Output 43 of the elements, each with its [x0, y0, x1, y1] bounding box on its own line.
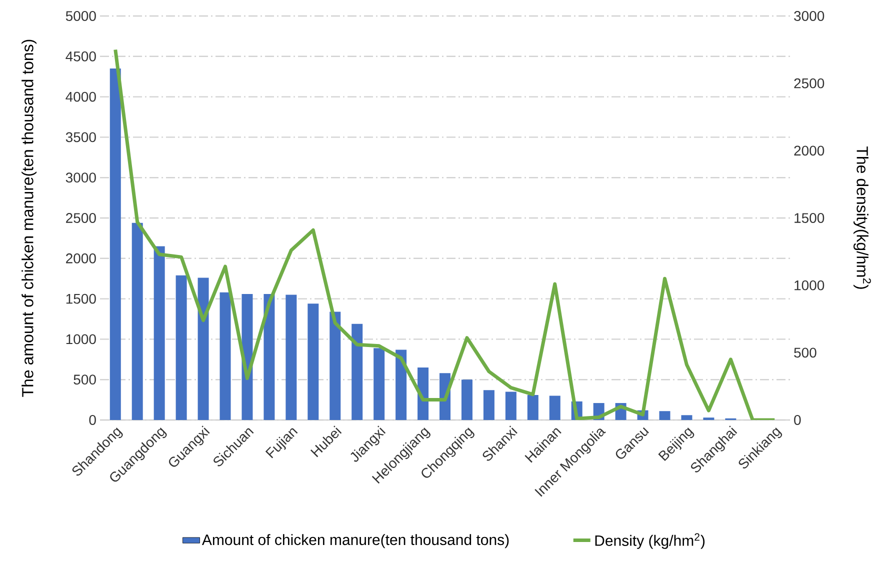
y2-tick-label: 0 — [794, 415, 801, 425]
bar — [374, 348, 385, 420]
y2-tick-label: 1000 — [794, 280, 824, 290]
y-tick-label: 0 — [89, 415, 96, 425]
bar — [352, 324, 363, 420]
bar — [505, 392, 516, 420]
bar — [330, 312, 341, 420]
y-tick-label: 2000 — [66, 253, 96, 264]
y-tick-label: 1500 — [66, 294, 96, 304]
legend-label: Density (kg/hm$^{2}$) — [595, 533, 705, 549]
y-tick-label: 4500 — [66, 51, 96, 62]
y2-tick-label: 2000 — [794, 146, 824, 156]
y-axis-title: The amount of chicken manure(ten thousand tons) — [22, 40, 36, 397]
y-tick-label: 4000 — [66, 92, 96, 102]
y-tick-label: 3000 — [66, 172, 96, 183]
y2-tick-label: 2500 — [794, 78, 824, 88]
bar — [286, 294, 297, 420]
bar — [396, 350, 407, 420]
legend-label: Amount of chicken manure(ten thousand tons) — [202, 534, 509, 548]
bar — [461, 380, 472, 420]
bar — [220, 292, 231, 420]
bar — [264, 294, 275, 420]
y2-tick-label: 3000 — [794, 11, 824, 21]
bar — [110, 68, 121, 420]
line-series — [114, 48, 776, 420]
bar — [527, 394, 538, 420]
bar — [549, 396, 560, 420]
bar — [659, 411, 670, 420]
bar — [483, 390, 494, 420]
bar — [176, 275, 187, 420]
y-tick-label: 5000 — [66, 11, 96, 21]
bar — [154, 246, 165, 420]
y-tick-label: 500 — [74, 374, 96, 385]
bar — [308, 304, 319, 420]
bar — [681, 415, 692, 420]
y2-tick-label: 1500 — [794, 213, 824, 223]
y-tick-label: 1000 — [66, 334, 96, 344]
y2-tick-label: 500 — [794, 348, 816, 358]
bar — [198, 278, 209, 420]
y-tick-label: 3500 — [66, 132, 96, 142]
y2-axis-title: The density(kg/hm$^{2}$) — [854, 146, 871, 289]
y-tick-label: 2500 — [66, 213, 96, 223]
bar — [132, 222, 143, 420]
